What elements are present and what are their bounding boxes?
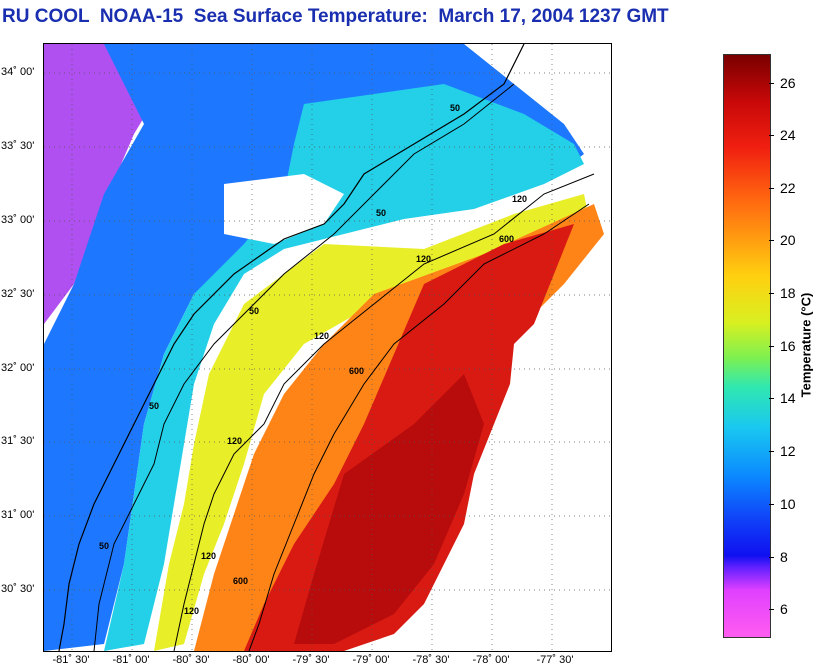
- isobath-120: [173, 173, 595, 651]
- isobath-label: 120: [184, 606, 199, 616]
- colorbar-tick-label: 24: [780, 127, 796, 143]
- lat-label: 31˚ 00': [1, 509, 35, 521]
- offshore-cloud-2: [424, 504, 611, 651]
- isobath-label: 120: [227, 436, 242, 446]
- colorbar-tickmark: [769, 398, 774, 399]
- colorbar-tick-label: 26: [780, 75, 796, 91]
- mild-water-region: [104, 84, 584, 651]
- isobath-label: 120: [416, 254, 431, 264]
- lat-label: 33˚ 00': [1, 214, 35, 226]
- lon-label: -78˚ 00': [472, 654, 510, 666]
- isobath-label: 50: [376, 208, 386, 218]
- isobath-label: 50: [450, 103, 460, 113]
- colorbar-tick-label: 20: [780, 232, 796, 248]
- colorbar-tick-label: 18: [780, 285, 796, 301]
- lon-label: -79˚ 00': [352, 654, 390, 666]
- isobath-label: 50: [99, 541, 109, 551]
- coastline: [58, 44, 525, 651]
- isobath-label: 50: [249, 306, 259, 316]
- isobath-label: 600: [233, 576, 248, 586]
- colorbar-tickmark: [769, 504, 774, 505]
- sst-map[interactable]: 50 120 600 50 120 50 120 600 50 120 50 1…: [43, 43, 612, 652]
- colorbar-tickmark: [769, 451, 774, 452]
- colorbar-tickmark: [769, 240, 774, 241]
- map-title: RU COOL NOAA-15 Sea Surface Temperature:…: [2, 6, 669, 27]
- lat-label: 33˚ 30': [1, 140, 35, 152]
- colorbar-tickmark: [769, 83, 774, 84]
- sst-map-canvas: 50 120 600 50 120 50 120 600 50 120 50 1…: [44, 44, 611, 651]
- isobath-label: 600: [499, 234, 514, 244]
- colorbar-label: Temperature (°C): [798, 292, 814, 398]
- colorbar-tick-label: 12: [780, 443, 796, 459]
- shelf-water-region: [154, 194, 589, 651]
- colorbar-tickmark: [769, 135, 774, 136]
- lon-label: -79˚ 30': [292, 654, 330, 666]
- colorbar-tickmark: [769, 557, 774, 558]
- colorbar-tick-label: 16: [780, 338, 796, 354]
- lon-label: -77˚ 30': [536, 654, 574, 666]
- colorbar-tickmark: [769, 609, 774, 610]
- isobath-label: 600: [349, 366, 364, 376]
- isobath-50: [93, 83, 515, 651]
- colorbar-tick-label: 8: [780, 549, 788, 565]
- colorbar-tickmark: [769, 188, 774, 189]
- colorbar-tick-label: 22: [780, 180, 796, 196]
- colorbar-tickmark: [769, 346, 774, 347]
- lon-label: -81˚ 30': [52, 654, 90, 666]
- isobath-600: [248, 203, 590, 651]
- gulf-stream-core: [294, 374, 484, 644]
- isobath-label: 120: [314, 331, 329, 341]
- cloud-gap: [224, 174, 344, 244]
- lat-label: 30˚ 30': [1, 583, 35, 595]
- lat-label: 32˚ 00': [1, 362, 35, 374]
- lat-label: 31˚ 30': [1, 435, 35, 447]
- lon-label: -78˚ 30': [412, 654, 450, 666]
- lat-label: 32˚ 30': [1, 288, 35, 300]
- colorbar-tick-label: 14: [780, 390, 796, 406]
- graticule: [44, 44, 611, 651]
- isobath-label: 50: [149, 401, 159, 411]
- offshore-cloud: [494, 274, 611, 524]
- isobath-label: 120: [201, 551, 216, 561]
- temperature-colorbar: [723, 54, 771, 638]
- colorbar-tick-label: 10: [780, 496, 796, 512]
- colorbar-tickmark: [769, 293, 774, 294]
- lon-label: -80˚ 00': [232, 654, 270, 666]
- isobath-label: 120: [512, 194, 527, 204]
- lon-label: -80˚ 30': [172, 654, 210, 666]
- lat-label: 34˚ 00': [1, 66, 35, 78]
- isobath-contours: [93, 83, 595, 651]
- colorbar-tick-label: 6: [780, 601, 788, 617]
- isobath-labels: 50 120 600 50 120 50 120 600 50 120 50 1…: [99, 103, 527, 616]
- lon-label: -81˚ 00': [112, 654, 150, 666]
- cold-water-region: [44, 44, 224, 324]
